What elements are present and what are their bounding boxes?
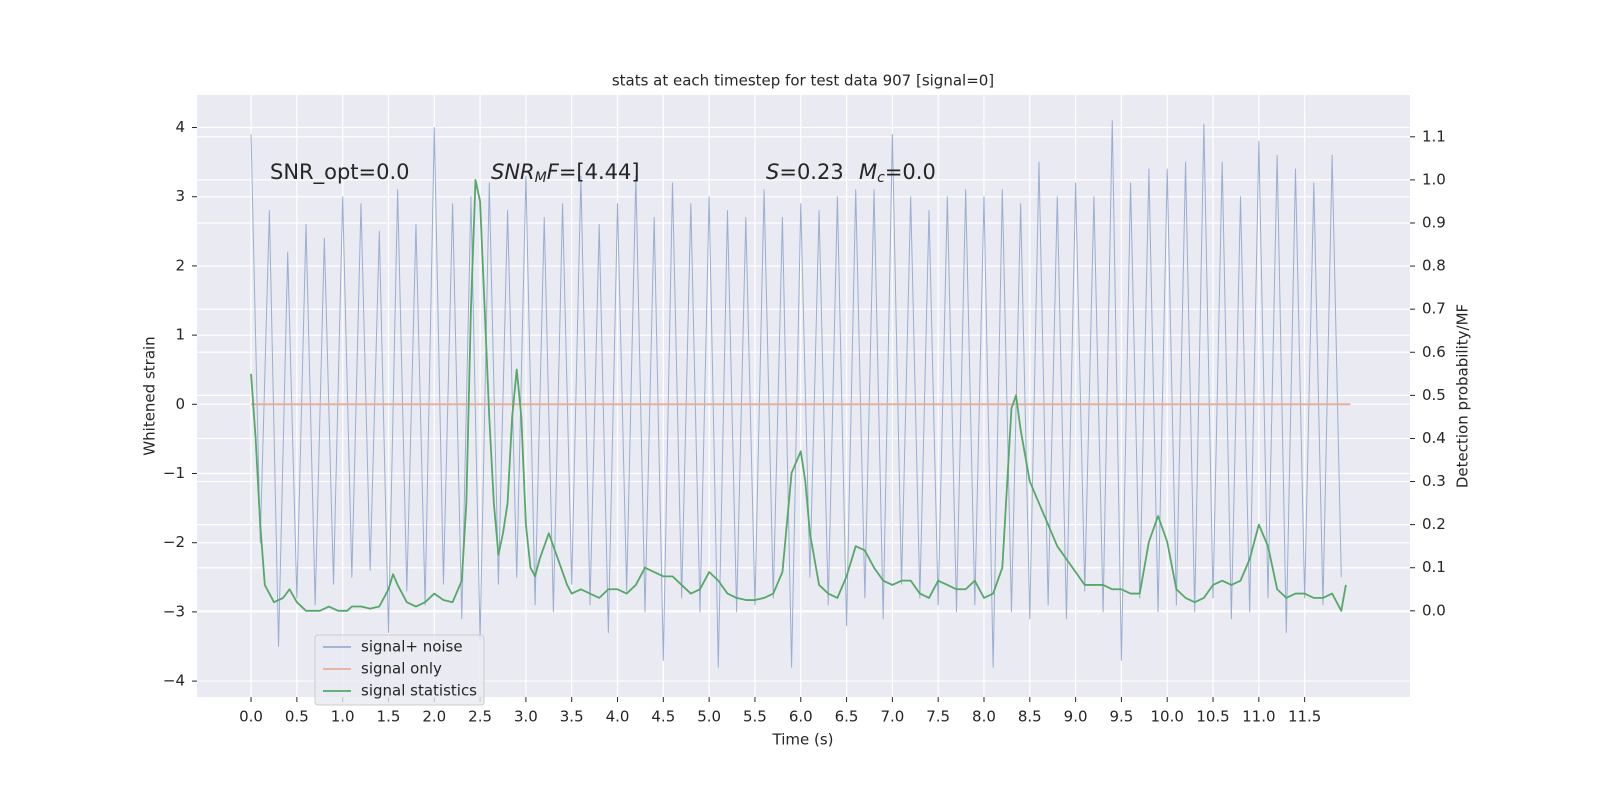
y-tick-label: −1: [163, 464, 185, 482]
legend-label: signal+ noise: [361, 638, 463, 656]
chart-title: stats at each timestep for test data 907…: [612, 72, 994, 90]
annotation-part: =0.23: [779, 160, 843, 184]
annotation-part: =[4.44]: [559, 160, 640, 184]
x-tick-label: 5.5: [743, 708, 767, 726]
annotation: SNR_opt=0.0: [270, 160, 410, 185]
annotation-part: M: [535, 170, 547, 186]
x-tick-label: 9.5: [1109, 708, 1133, 726]
x-tick-label: 7.5: [926, 708, 950, 726]
y-tick-label: 3: [175, 187, 185, 205]
y2-tick-label: 0.3: [1422, 472, 1446, 490]
grid: [197, 95, 1410, 697]
y-axis-label: Whitened strain: [141, 336, 159, 455]
x-tick-label: 6.5: [835, 708, 859, 726]
x-tick-label: 8.0: [972, 708, 996, 726]
y2-tick-label: 0.9: [1422, 213, 1446, 231]
x-tick-label: 10.5: [1196, 708, 1229, 726]
annotation-part: =0.0: [885, 160, 936, 184]
x-tick-label: 11.0: [1242, 708, 1275, 726]
x-tick-label: 3.0: [514, 708, 538, 726]
ticks: 0.0 0.5 1.0 1.5 2.0 2.5 3.0 3.5 4.0 4.5 5.0 5.5 6.0 6…: [163, 118, 1446, 725]
x-tick-label: 7.0: [880, 708, 904, 726]
y2-tick-label: 0.0: [1422, 601, 1446, 619]
y-tick-label: 1: [175, 326, 185, 344]
legend-box: [314, 634, 485, 706]
y-tick-label: −2: [163, 533, 185, 551]
x-tick-label: 0.0: [239, 708, 263, 726]
annotation-part: S: [766, 160, 779, 184]
x-axis-label: Time (s): [772, 731, 834, 749]
x-tick-label: 2.5: [468, 708, 492, 726]
y-tick-label: 4: [175, 118, 185, 136]
y2-tick-label: 0.2: [1422, 515, 1446, 533]
annotation-part: F: [547, 160, 560, 184]
x-tick-label: 1.5: [377, 708, 401, 726]
y2-tick-label: 0.7: [1422, 300, 1446, 318]
x-tick-label: 9.0: [1064, 708, 1088, 726]
x-tick-label: 4.0: [606, 708, 630, 726]
y-tick-label: −4: [163, 672, 185, 690]
x-tick-label: 0.5: [285, 708, 309, 726]
y2-tick-label: 0.6: [1422, 343, 1446, 361]
annotation: Mc=0.0: [859, 160, 936, 186]
x-tick-label: 8.5: [1018, 708, 1042, 726]
y-tick-label: −3: [163, 602, 185, 620]
legend: signal+ noise signal only signal statistic…: [314, 634, 485, 706]
y2-tick-label: 0.4: [1422, 429, 1446, 447]
series-line: [250, 120, 1342, 668]
annotation: SNRMF=[4.44]: [491, 160, 640, 186]
legend-label: signal only: [361, 660, 442, 678]
x-tick-label: 6.0: [789, 708, 813, 726]
y-tick-label: 0: [175, 395, 185, 413]
y2-tick-label: 0.5: [1422, 386, 1446, 404]
marks: [250, 120, 1351, 668]
y2-axis-label: Detection probability/MF: [1454, 304, 1472, 488]
x-tick-label: 10.0: [1151, 708, 1184, 726]
annotation-part: M: [859, 160, 877, 184]
annotation-part: SNR_opt=0.0: [270, 160, 410, 185]
y2-tick-label: 1.0: [1422, 170, 1446, 188]
x-tick-label: 1.0: [331, 708, 355, 726]
annotation-part: SNR: [491, 160, 535, 184]
x-tick-label: 5.0: [697, 708, 721, 726]
legend-label: signal statistics: [361, 682, 477, 700]
plot-area: [197, 95, 1410, 697]
x-tick-label: 3.5: [560, 708, 584, 726]
annotation: S=0.23: [766, 160, 844, 184]
x-tick-label: 11.5: [1288, 708, 1321, 726]
y-tick-label: 2: [175, 256, 185, 274]
annotation-part: c: [877, 170, 885, 186]
series-line: [250, 178, 1347, 612]
x-tick-label: 4.5: [651, 708, 675, 726]
y2-tick-label: 0.8: [1422, 257, 1446, 275]
y2-tick-label: 1.1: [1422, 127, 1446, 145]
y2-tick-label: 0.1: [1422, 558, 1446, 576]
x-tick-label: 2.0: [422, 708, 446, 726]
